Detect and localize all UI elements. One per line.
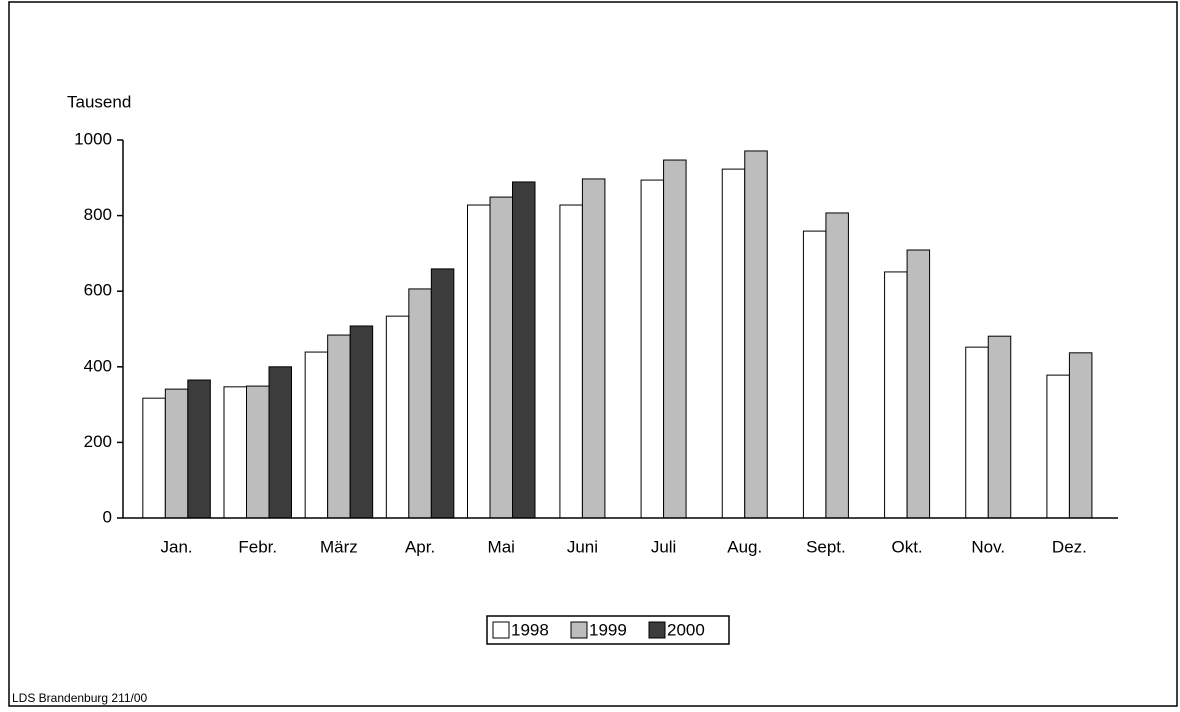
bar	[467, 204, 491, 519]
bar	[1068, 352, 1093, 519]
bar	[304, 351, 329, 519]
bar	[489, 196, 513, 519]
bar	[987, 335, 1012, 519]
x-tick-label: Febr.	[238, 537, 277, 556]
bar	[825, 212, 849, 519]
bar	[385, 315, 410, 519]
y-tick-label: 600	[84, 281, 112, 300]
y-tick-label: 0	[103, 507, 112, 526]
bar	[246, 385, 270, 519]
legend-swatch	[648, 621, 666, 639]
x-tick-label: Okt.	[891, 537, 922, 556]
bar	[187, 379, 211, 519]
legend-swatch	[570, 621, 588, 639]
legend-label: 2000	[667, 620, 705, 639]
bar	[663, 159, 687, 519]
bar	[512, 181, 536, 519]
bar	[559, 204, 583, 519]
x-tick-label: Aug.	[727, 537, 762, 556]
x-tick-label: März	[320, 537, 358, 556]
x-tick-label: Juli	[651, 537, 677, 556]
bar	[142, 397, 166, 519]
x-tick-label: Jan.	[161, 537, 193, 556]
legend-label: 1999	[589, 620, 627, 639]
frame	[8, 1, 1178, 707]
bar	[268, 366, 292, 519]
bar	[1046, 374, 1070, 519]
bar	[327, 334, 351, 519]
y-axis-label: Tausend	[67, 92, 131, 111]
legend-swatch	[492, 621, 510, 639]
bar	[744, 150, 768, 519]
y-tick-label: 800	[84, 205, 112, 224]
legend-label: 1998	[511, 620, 549, 639]
bar	[884, 271, 908, 519]
y-tick-label: 400	[84, 356, 112, 375]
x-tick-label: Nov.	[971, 537, 1005, 556]
bar	[640, 179, 665, 519]
bar	[408, 288, 432, 519]
source-note: LDS Brandenburg 211/00	[12, 691, 148, 705]
bar	[906, 249, 931, 519]
y-tick-label: 1000	[74, 129, 112, 148]
bar	[349, 325, 374, 519]
bar	[430, 268, 455, 519]
bar	[965, 346, 989, 519]
bar	[164, 388, 189, 519]
x-tick-label: Apr.	[405, 537, 435, 556]
bar	[802, 230, 827, 519]
legend-box	[486, 615, 730, 645]
y-tick-label: 200	[84, 432, 112, 451]
x-tick-label: Juni	[567, 537, 598, 556]
bar	[223, 386, 247, 519]
x-tick-label: Mai	[488, 537, 515, 556]
x-tick-label: Sept.	[806, 537, 846, 556]
bar	[721, 168, 746, 519]
bar	[581, 178, 606, 519]
x-tick-label: Dez.	[1052, 537, 1087, 556]
